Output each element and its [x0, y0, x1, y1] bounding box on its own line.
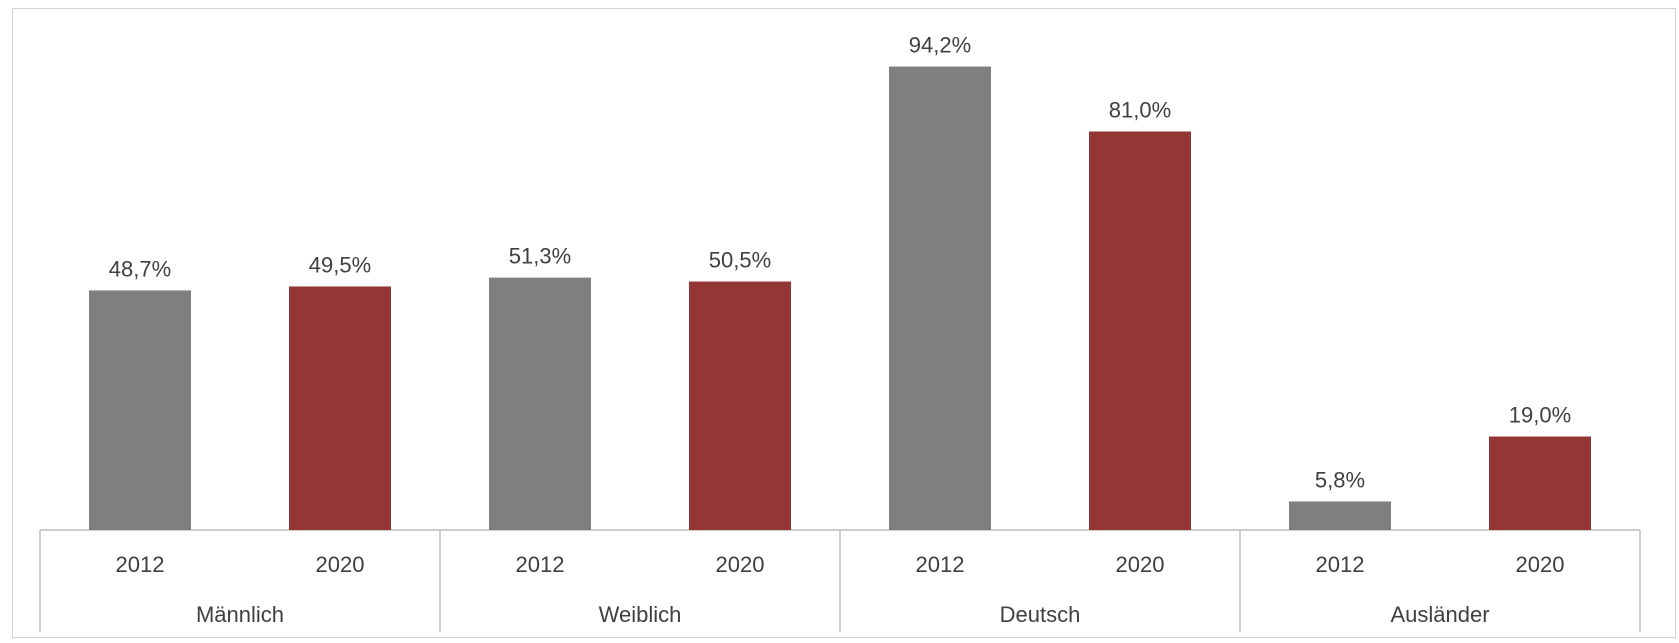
- data-label: 51,3%: [509, 244, 571, 269]
- bar-weiblich-2020: [689, 281, 791, 530]
- data-label: 81,0%: [1109, 97, 1171, 122]
- bar-deutsch-2020: [1089, 131, 1191, 531]
- data-label: 48,7%: [109, 256, 171, 281]
- bar-ausländer-2012: [1289, 501, 1391, 530]
- group-label: Weiblich: [599, 602, 682, 627]
- year-tick-label: 2012: [516, 552, 565, 577]
- bar-männlich-2012: [89, 290, 191, 530]
- year-tick-label: 2012: [116, 552, 165, 577]
- year-tick-label: 2020: [1116, 552, 1165, 577]
- year-tick-label: 2020: [716, 552, 765, 577]
- data-label: 94,2%: [909, 33, 971, 58]
- data-label: 5,8%: [1315, 467, 1365, 492]
- group-label: Ausländer: [1390, 602, 1489, 627]
- year-tick-label: 2020: [1516, 552, 1565, 577]
- data-label: 50,5%: [709, 248, 771, 273]
- year-tick-label: 2012: [916, 552, 965, 577]
- data-label: 49,5%: [309, 252, 371, 277]
- year-tick-label: 2020: [316, 552, 365, 577]
- data-label: 19,0%: [1509, 403, 1571, 428]
- bar-weiblich-2012: [489, 277, 591, 530]
- bar-männlich-2020: [289, 286, 391, 530]
- bar-ausländer-2020: [1489, 436, 1591, 530]
- year-tick-label: 2012: [1316, 552, 1365, 577]
- group-label: Deutsch: [1000, 602, 1081, 627]
- group-label: Männlich: [196, 602, 284, 627]
- bar-deutsch-2012: [889, 66, 991, 530]
